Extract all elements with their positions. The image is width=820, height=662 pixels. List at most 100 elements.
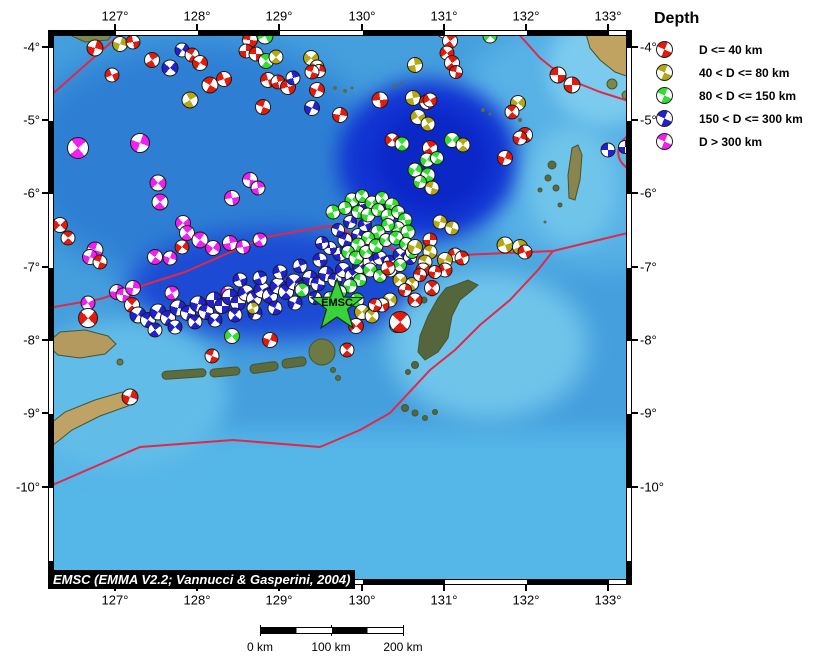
degree-tick	[42, 486, 48, 488]
scale-bar-label: 200 km	[383, 640, 423, 654]
plate-boundary-trench	[48, 250, 554, 488]
axis-label: -6°	[23, 185, 40, 201]
degree-tick	[632, 266, 638, 268]
axis-label: 129°	[265, 8, 293, 24]
legend-item: D > 300 km	[652, 130, 818, 153]
small-north-islets	[333, 81, 547, 224]
axis-label: 129°	[265, 592, 293, 608]
axis-label: -7°	[640, 259, 657, 275]
axis-label: -6°	[640, 185, 657, 201]
axis-label: 131°	[430, 8, 458, 24]
axis-label: -7°	[23, 259, 40, 275]
axis-label: -4°	[640, 39, 657, 55]
island-kai-dot	[547, 160, 557, 170]
axis-label: -10°	[640, 479, 664, 495]
legend-item-label: 40 < D <= 80 km	[699, 65, 790, 80]
legend-title: Depth	[654, 10, 700, 27]
legend-beachball-icon	[656, 133, 673, 150]
island-romang-strip	[249, 361, 279, 374]
landmasses	[48, 30, 632, 452]
map-frame-right	[626, 30, 632, 585]
degree-tick	[525, 24, 527, 30]
axis-label: -8°	[640, 332, 657, 348]
plate-boundary-lines	[48, 30, 632, 488]
degree-tick	[632, 46, 638, 48]
degree-tick	[632, 119, 638, 121]
island-tanimbar-dot	[405, 369, 411, 375]
legend-item: D <= 40 km	[652, 38, 818, 61]
island-tanimbar-dot	[422, 415, 428, 421]
legend-beachball-icon	[656, 64, 673, 81]
axis-label: 133°	[594, 592, 622, 608]
axis-label: -4°	[23, 39, 40, 55]
island-timor	[48, 391, 137, 452]
plate-boundary-seram-trough	[48, 225, 632, 309]
island-ne-dot	[606, 78, 618, 90]
axis-label: 131°	[430, 592, 458, 608]
axis-label: 128°	[183, 8, 211, 24]
degree-tick	[443, 24, 445, 30]
degree-tick	[42, 266, 48, 268]
island-kai	[567, 144, 583, 201]
axis-label: 132°	[512, 592, 540, 608]
axis-label: 128°	[183, 592, 211, 608]
scale-bar	[260, 627, 404, 634]
island-kai-dot	[557, 202, 563, 208]
island-dot	[330, 367, 336, 373]
island-kai-dot	[537, 187, 543, 193]
island-tanimbar-dot	[401, 404, 409, 412]
island-tanimbar-dot	[411, 409, 419, 417]
island-kai-dot	[544, 174, 552, 182]
island-wetar	[48, 329, 117, 359]
axis-label: 130°	[348, 592, 376, 608]
island-babar-strip	[161, 368, 207, 380]
island-atauro	[116, 358, 124, 366]
legend-item-label: 150 < D <= 300 km	[699, 111, 803, 126]
degree-tick	[361, 585, 363, 591]
legend-beachball-icon	[656, 87, 673, 104]
axis-label: -5°	[23, 112, 40, 128]
axis-label: -10°	[16, 479, 40, 495]
island-kai-dot	[552, 184, 560, 192]
axis-label: 130°	[348, 8, 376, 24]
legend-items: D <= 40 km 40 < D <= 80 km 80 < D <= 150 k…	[652, 38, 818, 153]
island-tanimbar-dot	[427, 287, 437, 297]
map-frame-left	[48, 30, 54, 585]
island-tanimbar	[417, 279, 479, 361]
legend-item: 150 < D <= 300 km	[652, 107, 818, 130]
island-babar-strip	[209, 366, 241, 378]
emsc-star-label: EMSC	[321, 297, 353, 309]
legend-item-label: D <= 40 km	[699, 42, 763, 57]
axis-label: -9°	[23, 405, 40, 421]
degree-tick	[42, 192, 48, 194]
degree-tick	[632, 192, 638, 194]
degree-tick	[525, 585, 527, 591]
degree-tick	[42, 339, 48, 341]
island-tanimbar-dot	[420, 296, 428, 304]
degree-tick	[114, 24, 116, 30]
axis-label: 127°	[101, 8, 129, 24]
axis-label: 132°	[512, 8, 540, 24]
island-damar	[308, 338, 336, 366]
axis-label: 127°	[101, 592, 129, 608]
degree-tick	[361, 24, 363, 30]
legend-item-label: D > 300 km	[699, 134, 763, 149]
scale-bar-label: 100 km	[311, 640, 351, 654]
degree-tick	[632, 486, 638, 488]
attribution-bar: EMSC (EMMA V2.2; Vannucci & Gasperini, 2…	[48, 570, 356, 589]
legend-item-label: 80 < D <= 150 km	[699, 88, 797, 103]
degree-tick	[607, 24, 609, 30]
axis-label: 133°	[594, 8, 622, 24]
island-dot	[335, 375, 341, 381]
island-birdshead-ne	[584, 30, 632, 79]
island-tanimbar-dot	[432, 409, 438, 415]
degree-tick	[42, 412, 48, 414]
degree-tick	[632, 412, 638, 414]
legend-item: 40 < D <= 80 km	[652, 61, 818, 84]
map-frame-top	[48, 30, 632, 36]
legend-beachball-icon	[656, 110, 673, 127]
degree-tick	[42, 46, 48, 48]
degree-tick	[632, 339, 638, 341]
scale-bar-label: 0 km	[246, 640, 274, 654]
